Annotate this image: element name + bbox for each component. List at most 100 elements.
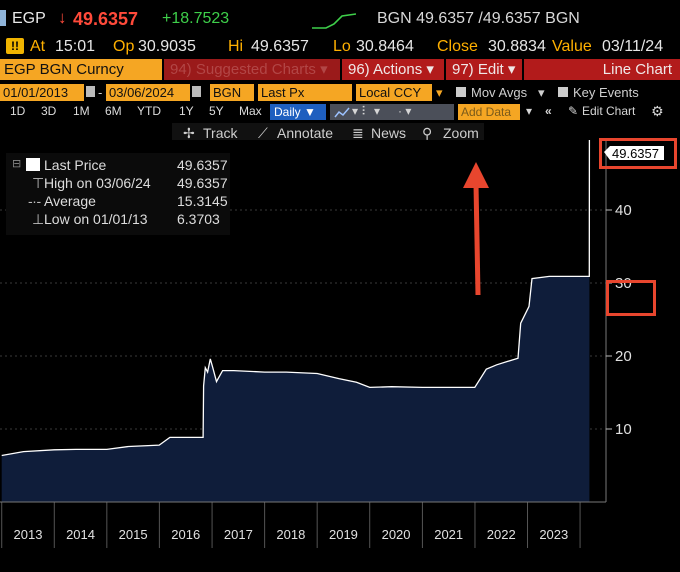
- add-data-field[interactable]: Add Data: [458, 104, 520, 120]
- y-tick-label: 20: [615, 348, 632, 365]
- close-label: Close: [437, 38, 478, 55]
- date-separator: -: [98, 85, 103, 100]
- period-1d[interactable]: 1D: [10, 104, 26, 118]
- edit-chart-button[interactable]: Edit Chart: [582, 104, 636, 118]
- period-5y[interactable]: 5Y: [209, 104, 224, 118]
- red-highlight-30-level: [606, 280, 656, 316]
- annotate-icon[interactable]: ⟋: [258, 125, 268, 141]
- period-3d[interactable]: 3D: [41, 104, 57, 118]
- news-icon[interactable]: ≣: [352, 125, 364, 141]
- crosshair-icon[interactable]: ✢: [183, 125, 195, 141]
- end-date-field[interactable]: 03/06/2024: [106, 84, 190, 101]
- quote-header: EGP ↓ 49.6357 +18.7523 BGN 49.6357 /49.6…: [0, 0, 680, 36]
- period-max[interactable]: Max: [239, 104, 262, 118]
- last-value-tag-background: [604, 146, 664, 160]
- x-tick-label: 2018: [276, 527, 305, 542]
- news-button[interactable]: News: [371, 125, 407, 141]
- high-marker-icon: ⊤: [32, 175, 45, 191]
- chart-settings-row: 01/01/2013 - 03/06/2024 BGN Last Px Loca…: [0, 84, 680, 102]
- y-axis-labels: 10 20 30 40: [606, 202, 632, 438]
- currency-select[interactable]: Local CCY: [356, 84, 432, 101]
- dots-dropdown-icon[interactable]: · ▾: [398, 104, 412, 118]
- key-events-label: Key Events: [573, 85, 639, 100]
- time-label: At: [30, 38, 46, 55]
- key-events-checkbox[interactable]: [558, 87, 568, 97]
- period-1m[interactable]: 1M: [73, 104, 90, 118]
- bid-ask-values: 49.6357 /49.6357: [416, 10, 541, 27]
- annotation-toolbar: ✢ Track ⟋ Annotate ≣ News ⚲ Zoom: [0, 123, 680, 143]
- news-flag-icon[interactable]: !!: [6, 38, 24, 54]
- period-bar: 1D 3D 1M 6M YTD 1Y 5Y Max Daily ▼ ▾ ⫶ ▾ …: [0, 103, 680, 121]
- bid-source: BGN: [377, 10, 412, 27]
- low-marker-icon: ⊥: [32, 211, 45, 227]
- legend-high-value: 49.6357: [177, 175, 228, 191]
- net-change: +18.7523: [162, 10, 230, 27]
- legend-last-value: 49.6357: [177, 157, 228, 173]
- last-price: 49.6357: [73, 9, 139, 29]
- red-up-arrow-annotation: [463, 162, 489, 296]
- line-chart-icon[interactable]: [334, 106, 350, 119]
- x-tick-label: 2019: [329, 527, 358, 542]
- price-field-select[interactable]: Last Px: [258, 84, 352, 101]
- period-1y[interactable]: 1Y: [179, 104, 194, 118]
- last-value-tag-text: 49.6357: [612, 146, 659, 161]
- x-tick-label: 2017: [224, 527, 253, 542]
- zoom-button[interactable]: Zoom: [443, 125, 479, 141]
- frequency-select[interactable]: Daily ▼: [270, 104, 326, 120]
- mov-avgs-checkbox[interactable]: [456, 87, 466, 97]
- down-arrow-icon: ↓: [58, 8, 67, 27]
- collapse-legend-icon[interactable]: ⊟: [12, 158, 22, 170]
- chart-legend[interactable]: ⊟ Last Price 49.6357 ⊤ High on 03/06/24 …: [6, 153, 230, 235]
- ticker-symbol[interactable]: EGP: [12, 10, 46, 27]
- bar-style-icon[interactable]: ⫶: [362, 104, 366, 118]
- legend-low-value: 6.3703: [177, 211, 220, 227]
- x-tick-label: 2023: [539, 527, 568, 542]
- bid-ask: BGN 49.6357 /49.6357 BGN: [377, 10, 580, 28]
- mov-avgs-dropdown-icon[interactable]: ▾: [538, 85, 545, 100]
- edit-menu[interactable]: 97) Edit ▾: [446, 59, 522, 80]
- red-highlight-last-price: [599, 138, 677, 169]
- legend-last-label: Last Price: [44, 157, 107, 173]
- value-date: 03/11/24: [602, 38, 664, 55]
- calendar-icon[interactable]: [192, 86, 201, 97]
- calendar-icon[interactable]: [86, 86, 95, 97]
- period-ytd[interactable]: YTD: [137, 104, 161, 118]
- open-value: 30.9035: [138, 38, 196, 55]
- period-6m[interactable]: 6M: [105, 104, 122, 118]
- pricing-source-field[interactable]: BGN: [210, 84, 254, 101]
- chart-style-dropdown-icon[interactable]: ▾: [352, 104, 359, 118]
- low-value: 30.8464: [356, 38, 414, 55]
- price-area: [1, 140, 590, 502]
- x-tick-label: 2016: [171, 527, 200, 542]
- x-tick-label: 2013: [14, 527, 43, 542]
- start-date-field[interactable]: 01/01/2013: [0, 84, 84, 101]
- x-tick-label: 2021: [434, 527, 463, 542]
- suggested-charts-button[interactable]: 94) Suggested Charts ▾: [164, 59, 340, 80]
- last-price-swatch: [26, 158, 40, 171]
- security-field[interactable]: EGP BGN Curncy: [0, 59, 162, 80]
- legend-average-value: 15.3145: [177, 193, 228, 209]
- track-button[interactable]: Track: [203, 125, 238, 141]
- currency-dropdown-icon[interactable]: ▾: [436, 85, 443, 100]
- add-data-dropdown-icon[interactable]: ▾: [526, 104, 533, 118]
- gear-icon[interactable]: ⚙: [651, 103, 664, 119]
- collapse-icon[interactable]: «: [545, 104, 552, 118]
- time-value: 15:01: [55, 38, 96, 55]
- close-value: 30.8834: [488, 38, 546, 55]
- pencil-icon[interactable]: ✎: [568, 104, 579, 118]
- open-label: Op: [113, 38, 135, 55]
- ask-source: BGN: [545, 10, 580, 27]
- magnifier-icon[interactable]: ⚲: [422, 125, 433, 141]
- x-tick-label: 2020: [382, 527, 411, 542]
- price-line: [1, 140, 591, 457]
- actions-menu[interactable]: 96) Actions ▾: [342, 59, 444, 80]
- legend-low-label: Low on 01/01/13: [44, 211, 148, 227]
- annotate-button[interactable]: Annotate: [277, 125, 334, 141]
- sparkline-icon: [312, 13, 356, 29]
- x-tick-label: 2022: [487, 527, 516, 542]
- red-arrow-shaft: [473, 183, 481, 296]
- legend-average-label: Average: [44, 193, 96, 209]
- x-tick-label: 2014: [66, 527, 95, 542]
- bar-style-dropdown-icon[interactable]: ▾: [374, 104, 381, 118]
- red-arrow-head: [463, 162, 489, 188]
